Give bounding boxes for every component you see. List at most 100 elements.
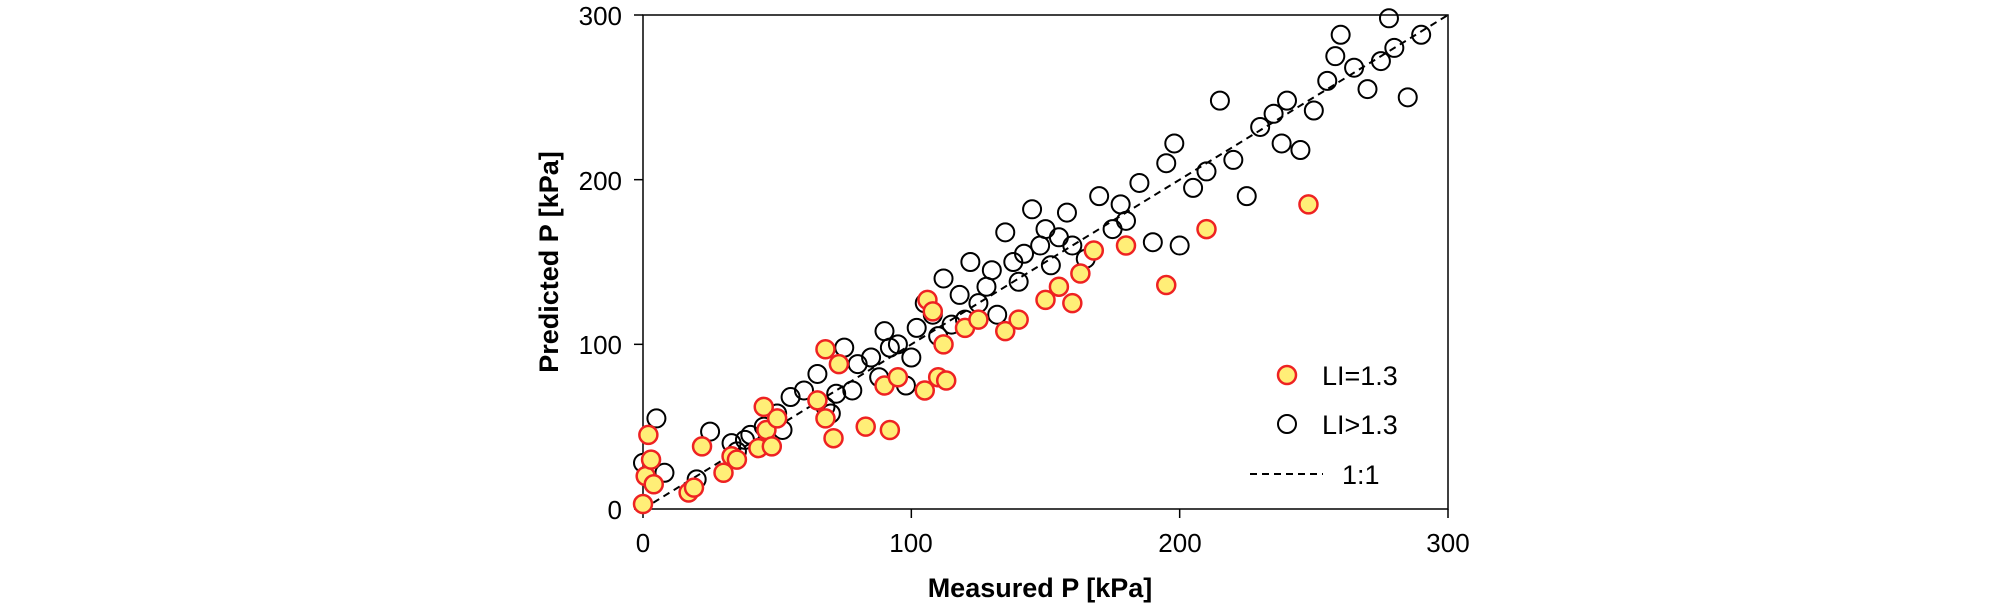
point-li-gt [646, 408, 667, 429]
point-li-eq [855, 416, 876, 437]
y-tick-label: 100 [579, 330, 622, 360]
y-axis-title: Predicted P [kPa] [534, 151, 564, 373]
point-li-eq [1062, 292, 1083, 314]
point-li-eq [823, 427, 844, 449]
legend-label-li-eq: LI=1.3 [1322, 361, 1398, 391]
point-li-gt [1169, 235, 1190, 256]
point-li-eq [968, 309, 989, 330]
point-li-gt [1411, 24, 1432, 45]
point-li-gt [949, 284, 970, 305]
point-li-eq [807, 390, 828, 411]
x-tick-label: 200 [1158, 528, 1201, 558]
point-li-eq [933, 334, 954, 355]
point-li-eq [632, 493, 654, 515]
point-li-gt [1397, 87, 1418, 108]
y-tick-label: 300 [579, 1, 622, 31]
point-li-eq [1048, 276, 1070, 297]
point-li-gt [1040, 255, 1061, 276]
point-li-eq [887, 367, 909, 388]
point-li-eq [828, 353, 850, 375]
point-li-gt [960, 252, 981, 272]
point-li-eq [935, 370, 957, 391]
point-li-gt [1263, 103, 1284, 124]
point-li-eq [713, 462, 734, 484]
legend-marker-li-eq [1276, 364, 1298, 386]
point-li-gt [1303, 100, 1324, 121]
point-li-gt [995, 222, 1016, 243]
point-li-gt [1378, 8, 1399, 29]
point-li-gt [887, 334, 908, 355]
point-li-gt [1142, 232, 1163, 253]
y-tick-label: 0 [608, 495, 622, 525]
point-li-eq [879, 419, 901, 441]
legend-label-li-gt: LI>1.3 [1322, 410, 1398, 440]
point-li-gt [987, 304, 1008, 325]
y-tick-label: 200 [579, 166, 622, 196]
x-tick-labels: 0 100 200 300 [636, 528, 1470, 558]
point-li-eq [1070, 263, 1091, 284]
point-li-gt [1317, 70, 1338, 91]
point-li-gt [861, 347, 882, 368]
point-li-gt [826, 383, 847, 404]
point-li-gt [1048, 227, 1069, 248]
point-li-gt [1250, 116, 1271, 137]
point-li-gt [976, 276, 997, 297]
point-li-gt [1116, 210, 1136, 231]
point-li-eq [1083, 240, 1105, 261]
point-li-gt [1384, 37, 1405, 58]
point-li-gt [654, 462, 675, 483]
point-li-gt [1370, 51, 1391, 72]
x-tick-label: 300 [1426, 528, 1469, 558]
point-li-gt [1014, 243, 1035, 264]
point-li-gt [1110, 194, 1131, 215]
point-li-gt [1357, 79, 1378, 100]
point-li-gt [807, 363, 828, 384]
point-li-gt [1271, 133, 1292, 154]
point-li-eq [1035, 289, 1056, 311]
point-li-gt [1008, 271, 1029, 292]
point-li-gt [1196, 161, 1217, 182]
point-li-gt [1277, 90, 1297, 111]
point-li-eq [761, 436, 783, 457]
point-li-gt [1156, 153, 1177, 174]
point-li-gt [1344, 57, 1365, 78]
point-li-eq [1156, 274, 1177, 296]
point-li-gt [981, 260, 1002, 281]
x-tick-label: 100 [889, 528, 932, 558]
legend-label-reference: 1:1 [1342, 460, 1380, 490]
point-li-gt [901, 347, 922, 368]
point-li-gt [1062, 235, 1083, 256]
point-li-gt [1129, 172, 1150, 193]
point-li-gt [1183, 177, 1204, 198]
point-li-eq [1008, 309, 1029, 330]
point-li-gt [1164, 133, 1185, 154]
point-li-gt [1290, 140, 1311, 161]
point-li-gt [1056, 202, 1077, 223]
point-li-gt [1223, 149, 1244, 170]
point-li-gt [1022, 199, 1043, 220]
point-li-gt [1102, 219, 1123, 240]
point-li-gt [794, 380, 814, 401]
point-li-gt [906, 317, 927, 338]
point-li-gt [1035, 219, 1056, 240]
point-li-eq [922, 301, 944, 322]
point-li-gt [780, 387, 801, 408]
point-li-eq [1115, 235, 1137, 256]
point-li-eq [638, 424, 659, 446]
point-li-eq [914, 380, 935, 401]
point-li-eq [691, 436, 713, 457]
point-li-eq [815, 339, 836, 360]
point-li-gt [933, 268, 954, 289]
point-li-eq [1196, 218, 1217, 240]
series-li-gt-1-3 [633, 8, 1432, 490]
series-li-eq-1-3 [632, 194, 1319, 515]
point-li-gt [1209, 90, 1230, 111]
point-li-eq [683, 477, 705, 498]
x-tick-label: 0 [636, 528, 650, 558]
point-li-gt [1236, 186, 1257, 207]
point-li-gt [1325, 46, 1346, 67]
point-li-eq [995, 320, 1016, 342]
point-li-eq [726, 449, 748, 470]
point-li-gt [1030, 235, 1051, 256]
x-axis-title: Measured P [kPa] [928, 573, 1153, 603]
